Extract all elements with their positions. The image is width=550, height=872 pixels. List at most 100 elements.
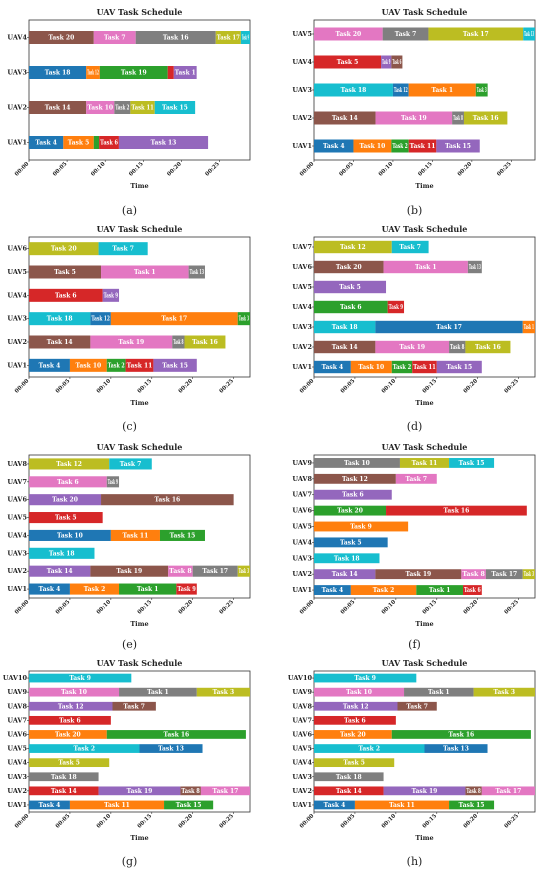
gantt-bar-label: Task 17 bbox=[213, 788, 239, 795]
y-tick-label: UAV3 bbox=[7, 549, 27, 557]
gantt-bar bbox=[29, 786, 99, 796]
gantt-bar bbox=[196, 687, 250, 697]
y-tick-label: UAV5 bbox=[292, 523, 312, 531]
gantt-bar-label: Task 5 bbox=[337, 59, 359, 66]
gantt-bar bbox=[154, 101, 196, 114]
gantt-bar bbox=[29, 687, 120, 697]
gantt-bar bbox=[314, 27, 383, 41]
gantt-bar-label: Task 3 bbox=[239, 316, 249, 323]
gantt-bar bbox=[314, 280, 387, 294]
gantt-bar-label: Task 10 bbox=[346, 689, 372, 696]
x-tick-label: 00:05 bbox=[55, 378, 72, 395]
gantt-bar bbox=[314, 489, 392, 500]
y-tick-label: UAV10 bbox=[3, 674, 28, 682]
x-tick-label: 00:25 bbox=[496, 161, 513, 178]
y-tick-label: UAV4 bbox=[7, 291, 27, 299]
gantt-bar bbox=[99, 136, 119, 149]
gantt-bar bbox=[404, 687, 474, 697]
gantt-bar bbox=[119, 687, 197, 697]
y-tick-label: UAV1 bbox=[292, 801, 312, 809]
gantt-bar-label: Task 8 bbox=[453, 115, 463, 122]
gantt-bar bbox=[86, 101, 115, 114]
gantt-bar bbox=[29, 547, 95, 559]
gantt-bar bbox=[314, 537, 388, 548]
gantt-bar bbox=[99, 66, 168, 79]
gantt-bar-label: Task 19 bbox=[405, 571, 431, 578]
gantt-bar bbox=[386, 505, 527, 516]
gantt-bar-label: Task 13 bbox=[158, 746, 184, 753]
gantt-bar bbox=[473, 687, 535, 697]
gantt-bar bbox=[63, 136, 94, 149]
gantt-bar-label: Task 17 bbox=[491, 571, 517, 578]
x-axis-label: Time bbox=[415, 399, 433, 407]
y-tick-label: UAV8 bbox=[292, 475, 312, 483]
gantt-bar bbox=[29, 744, 140, 753]
gantt-bar-label: Task 8 bbox=[173, 339, 183, 346]
x-tick-label: 00:00 bbox=[299, 599, 316, 616]
gantt-bar bbox=[449, 340, 466, 354]
gantt-bar-label: Task 3 bbox=[524, 571, 534, 578]
gantt-bar bbox=[408, 83, 476, 97]
gantt-bar-label: Task 19 bbox=[118, 339, 144, 346]
gantt-bar-label: Task 5 bbox=[68, 140, 90, 147]
x-tick-label: 00:00 bbox=[299, 813, 316, 830]
gantt-bar-label: Task 16 bbox=[444, 508, 470, 515]
y-tick-label: UAV6 bbox=[292, 263, 312, 271]
gantt-bar bbox=[184, 335, 226, 349]
gantt-bar-label: Task 6 bbox=[392, 59, 401, 66]
gantt-bar-label: Task 2 bbox=[108, 362, 125, 369]
x-tick-label: 00:10 bbox=[381, 813, 398, 830]
gantt-bar-label: Task 4 bbox=[323, 143, 345, 150]
gantt-bar-label: Task 10 bbox=[358, 364, 384, 371]
x-tick-label: 00:15 bbox=[422, 378, 439, 395]
y-tick-label: UAV4 bbox=[7, 34, 27, 42]
plot-frame bbox=[28, 454, 251, 599]
gantt-bar-label: Task 6 bbox=[464, 587, 481, 594]
gantt-bar-label: Task 16 bbox=[163, 731, 189, 738]
gantt-bar-label: Task 4 bbox=[322, 587, 344, 594]
y-tick-label: UAV4 bbox=[7, 759, 27, 767]
x-tick-label: 00:10 bbox=[90, 161, 107, 178]
y-tick-label: UAV2 bbox=[292, 787, 312, 795]
gantt-bar bbox=[314, 300, 388, 314]
plot-frame bbox=[313, 670, 536, 813]
y-tick-label: UAV1 bbox=[7, 801, 27, 809]
gantt-bar-label: Task 14 bbox=[47, 339, 73, 346]
gantt-bar bbox=[118, 136, 209, 149]
gantt-bar bbox=[314, 240, 392, 254]
gantt-bar-label: Task 14 bbox=[47, 568, 73, 575]
y-tick-label: UAV2 bbox=[7, 787, 27, 795]
y-tick-label: UAV1 bbox=[7, 139, 27, 147]
gantt-bar bbox=[93, 31, 136, 44]
x-tick-label: 00:20 bbox=[178, 813, 195, 830]
y-tick-label: UAV3 bbox=[7, 315, 27, 323]
gantt-bar-label: Task 4 bbox=[39, 586, 61, 593]
gantt-bar-label: Task 1 bbox=[134, 269, 156, 276]
x-tick-label: 00:10 bbox=[96, 813, 113, 830]
x-tick-label: 00:25 bbox=[504, 378, 521, 395]
y-tick-label: UAV3 bbox=[7, 69, 27, 77]
gantt-bar-label: Task 20 bbox=[55, 731, 81, 738]
gantt-bar bbox=[354, 800, 450, 810]
gantt-bar-label: Task 8 bbox=[450, 344, 464, 351]
gantt-bar-label: Task 2 bbox=[358, 746, 380, 753]
x-tick-label: 00:10 bbox=[381, 378, 398, 395]
y-tick-label: UAV4 bbox=[292, 759, 312, 767]
gantt-bar-label: Task 19 bbox=[116, 568, 142, 575]
gantt-bar bbox=[167, 66, 174, 79]
chart-panel: UAV Task Schedule UAV1 UAV2 UAV3 UAV4 UAV5 UAV… bbox=[292, 442, 536, 651]
chart-title: UAV Task Schedule bbox=[382, 442, 468, 452]
y-tick-label: UAV9 bbox=[292, 688, 312, 696]
gantt-bar bbox=[29, 800, 70, 810]
x-tick-label: 00:05 bbox=[52, 161, 69, 178]
gantt-bar-label: Task 9 bbox=[108, 479, 118, 486]
gantt-bar-label: Task 7 bbox=[120, 461, 142, 468]
gantt-bar-label: Task 16 bbox=[192, 339, 218, 346]
subfigure-label: (a) bbox=[122, 204, 137, 217]
x-tick-label: 00:25 bbox=[504, 599, 521, 616]
x-tick-label: 00:20 bbox=[178, 378, 195, 395]
gantt-bar-label: Task 6 bbox=[100, 140, 118, 147]
gantt-bar bbox=[101, 494, 234, 506]
gantt-bar bbox=[424, 744, 488, 753]
gantt-bar-label: Task 9 bbox=[350, 524, 372, 531]
